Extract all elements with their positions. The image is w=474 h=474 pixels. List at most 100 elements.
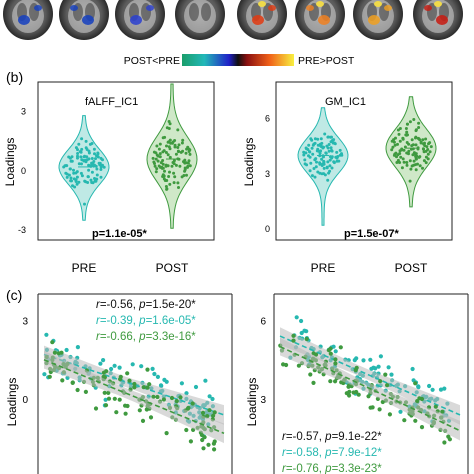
- data-point: [361, 358, 366, 363]
- data-point: [70, 159, 74, 163]
- data-point: [101, 158, 104, 162]
- data-point: [96, 152, 100, 156]
- data-point: [158, 142, 162, 146]
- data-point: [93, 163, 96, 167]
- data-point: [180, 175, 184, 179]
- data-point: [118, 377, 123, 382]
- data-point: [296, 363, 301, 368]
- y-tick-label: 3: [21, 107, 26, 117]
- data-point: [370, 405, 375, 410]
- data-point: [211, 413, 216, 418]
- scatter-chart-left: Loadings 3 0 -3 r=-0.56, p=1.5e-20*r=-0.…: [5, 293, 233, 474]
- data-point: [398, 139, 402, 143]
- data-point: [164, 431, 169, 436]
- data-point: [440, 409, 445, 414]
- data-point: [405, 161, 409, 164]
- data-point: [201, 446, 206, 451]
- data-point: [442, 440, 447, 445]
- data-point: [398, 409, 403, 414]
- data-point: [153, 162, 156, 165]
- data-point: [156, 159, 160, 163]
- data-point: [302, 150, 306, 154]
- data-point: [428, 150, 432, 154]
- data-point: [74, 146, 78, 150]
- data-point: [335, 150, 339, 154]
- data-point: [328, 158, 332, 162]
- data-point: [408, 120, 412, 124]
- data-point: [419, 141, 423, 145]
- data-point: [327, 135, 330, 139]
- data-point: [308, 372, 313, 377]
- data-point: [98, 361, 103, 366]
- data-point: [313, 158, 317, 162]
- data-point: [418, 155, 422, 159]
- colorbar-right-label: PRE>POST: [298, 55, 355, 67]
- data-point: [173, 145, 177, 149]
- data-point: [93, 406, 99, 411]
- data-point: [320, 162, 324, 166]
- data-point: [47, 374, 52, 379]
- data-point: [168, 138, 172, 142]
- data-point: [356, 392, 361, 397]
- data-point: [308, 169, 312, 173]
- data-point: [320, 157, 324, 161]
- data-point: [87, 157, 91, 161]
- data-point: [102, 390, 107, 395]
- data-point: [83, 389, 88, 394]
- data-point: [42, 372, 47, 377]
- data-point: [330, 166, 334, 170]
- data-point: [52, 350, 58, 355]
- data-point: [281, 362, 286, 367]
- data-point: [162, 149, 166, 153]
- data-point: [99, 175, 103, 179]
- y-axis-label: Loadings: [242, 138, 256, 187]
- data-point: [139, 364, 144, 369]
- data-point: [408, 159, 412, 163]
- data-point: [408, 179, 412, 183]
- data-point: [83, 179, 87, 183]
- data-point: [338, 148, 342, 152]
- data-point: [323, 173, 327, 177]
- brain-slices: [3, 0, 463, 40]
- data-point: [344, 391, 349, 396]
- data-point: [421, 147, 425, 151]
- data-point: [137, 408, 142, 413]
- data-point: [181, 138, 185, 142]
- data-point: [203, 378, 208, 383]
- brain-slice-image: [3, 0, 53, 40]
- data-point: [87, 163, 91, 167]
- data-point: [77, 162, 81, 166]
- data-point: [167, 120, 171, 123]
- data-point: [322, 145, 326, 149]
- data-point: [127, 378, 132, 383]
- data-point: [164, 379, 169, 384]
- data-point: [330, 139, 334, 143]
- data-point: [410, 138, 414, 142]
- y-axis-label: Loadings: [5, 378, 19, 427]
- data-point: [75, 182, 79, 186]
- data-point: [368, 357, 373, 362]
- data-point: [168, 122, 172, 126]
- data-point: [74, 178, 78, 182]
- data-point: [200, 410, 206, 415]
- data-point: [75, 387, 80, 393]
- data-point: [77, 180, 81, 184]
- data-point: [442, 386, 447, 391]
- data-point: [412, 118, 416, 121]
- data-point: [318, 162, 322, 166]
- data-point: [82, 155, 86, 159]
- data-point: [409, 167, 413, 171]
- data-point: [185, 173, 188, 177]
- data-point: [385, 383, 390, 388]
- data-point: [155, 144, 159, 148]
- data-point: [117, 365, 122, 370]
- data-point: [93, 179, 97, 183]
- data-point: [404, 127, 408, 130]
- data-point: [187, 159, 191, 163]
- data-point: [167, 145, 171, 149]
- y-tick-label: 3: [260, 395, 266, 406]
- data-point: [80, 158, 84, 162]
- data-point: [425, 145, 429, 149]
- data-point: [416, 162, 419, 166]
